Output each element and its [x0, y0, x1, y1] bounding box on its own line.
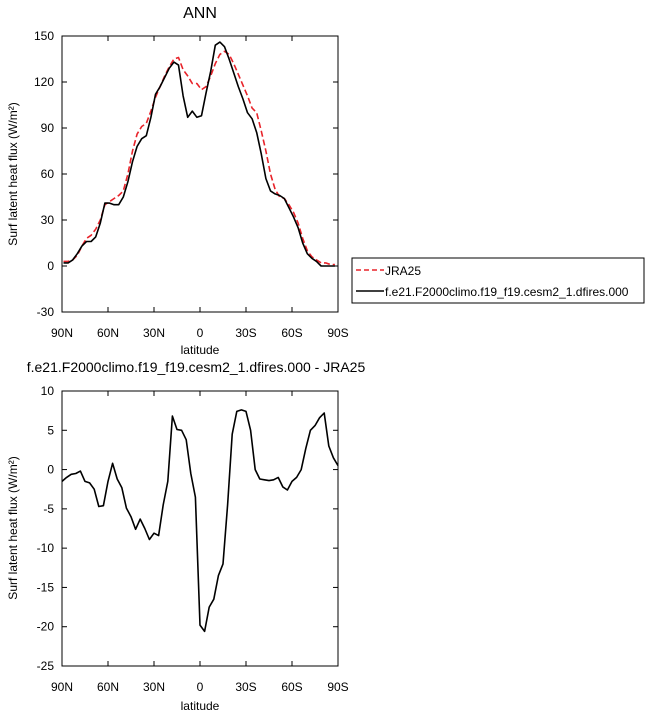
legend-label-model: f.e21.F2000climo.f19_f19.cesm2_1.dfires.…: [385, 285, 629, 299]
x-axis-label: latitude: [181, 343, 220, 357]
y-tick-label: -5: [43, 502, 54, 516]
legend-label-jra25: JRA25: [385, 264, 421, 278]
y-axis-ticks: -25 -20 -15 -10 -5 0 5 10: [37, 384, 338, 673]
climatology-panel: ANN -30 0 30 60 90 120 150 90N 60N 30N 0 30S 60S 90S…: [6, 5, 645, 357]
y-axis-label: Surf latent heat flux (W/m²): [6, 102, 20, 245]
y-tick-label: 0: [47, 463, 54, 477]
y-tick-label: 10: [41, 384, 55, 398]
y-axis-ticks: -30 0 30 60 90 120 150: [34, 29, 338, 319]
y-tick-label: 90: [41, 121, 55, 135]
series-line-jra25: [63, 50, 335, 266]
x-tick-label: 90N: [51, 326, 73, 340]
x-axis-ticks: 90N 60N 30N 0 30S 60S 90S: [51, 391, 349, 694]
x-tick-label: 0: [197, 326, 204, 340]
x-tick-label: 90N: [51, 680, 73, 694]
x-tick-label: 30N: [143, 326, 165, 340]
y-tick-label: -30: [37, 305, 55, 319]
legend: JRA25 f.e21.F2000climo.f19_f19.cesm2_1.d…: [351, 257, 645, 304]
x-tick-label: 30N: [143, 680, 165, 694]
chart-title: ANN: [183, 5, 217, 22]
plot-lines: [61, 409, 339, 633]
legend-box: [351, 257, 645, 304]
y-tick-label: -25: [37, 659, 55, 673]
y-tick-label: 150: [34, 29, 54, 43]
x-tick-label: 90S: [327, 680, 348, 694]
series-line-model: [63, 41, 335, 267]
x-tick-label: 60N: [97, 326, 119, 340]
y-tick-label: 120: [34, 75, 54, 89]
plot-lines: [63, 41, 335, 267]
x-tick-label: 60S: [281, 326, 302, 340]
y-tick-label: 60: [41, 167, 55, 181]
chart-title: f.e21.F2000climo.f19_f19.cesm2_1.dfires.…: [27, 359, 366, 375]
y-tick-label: 5: [47, 423, 54, 437]
y-tick-label: -10: [37, 541, 55, 555]
y-tick-label: -15: [37, 580, 55, 594]
series-line-model: [61, 409, 339, 633]
x-axis-label: latitude: [181, 699, 220, 713]
x-tick-label: 60N: [97, 680, 119, 694]
x-tick-label: 30S: [235, 326, 256, 340]
y-tick-label: 0: [47, 259, 54, 273]
y-axis-label: Surf latent heat flux (W/m²): [6, 456, 20, 599]
plot-frame: [61, 35, 339, 313]
x-tick-label: 0: [197, 680, 204, 694]
plot-frame: [61, 390, 339, 667]
x-axis-ticks: 90N 60N 30N 0 30S 60S 90S: [51, 36, 349, 340]
difference-panel: f.e21.F2000climo.f19_f19.cesm2_1.dfires.…: [6, 359, 365, 713]
x-tick-label: 60S: [281, 680, 302, 694]
x-tick-label: 90S: [327, 326, 348, 340]
y-tick-label: -20: [37, 620, 55, 634]
y-tick-label: 30: [41, 213, 55, 227]
x-tick-label: 30S: [235, 680, 256, 694]
